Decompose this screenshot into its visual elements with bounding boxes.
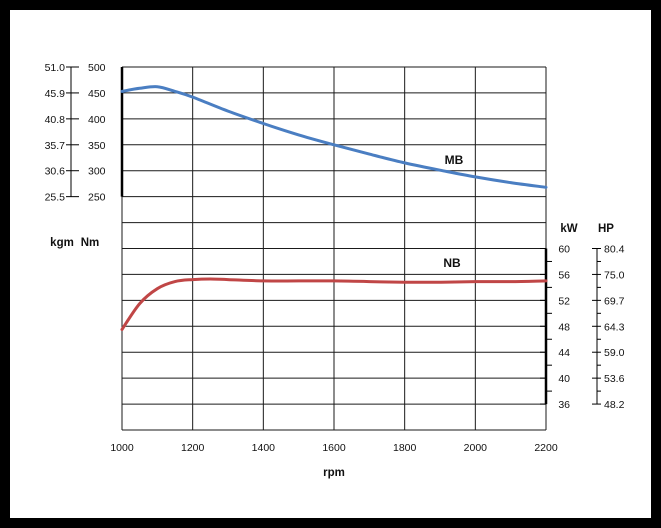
x-tick-label: 2200 [534, 442, 558, 454]
hp-tick-label: 48.2 [604, 399, 625, 411]
series-line-nb [120, 277, 548, 331]
kgm-unit-label: kgm [50, 237, 74, 249]
series-line-mb [120, 85, 548, 189]
x-tick-label: 1600 [322, 442, 346, 454]
kw-tick-label: 44 [558, 347, 570, 359]
kgm-tick-label: 40.8 [45, 114, 66, 126]
series-label-nb: NB [443, 256, 461, 270]
kgm-tick-label: 51.0 [45, 62, 66, 74]
x-tick-label: 1800 [393, 442, 417, 454]
hp-tick-label: 80.4 [604, 244, 625, 256]
kw-unit-label: kW [560, 223, 577, 235]
series [120, 85, 548, 331]
kgm-tick-label: 35.7 [45, 140, 66, 152]
hp-tick-label: 59.0 [604, 347, 625, 359]
kw-tick-label: 56 [558, 269, 570, 281]
hp-tick-label: 75.0 [604, 269, 625, 281]
nm-tick-label: 350 [88, 140, 106, 152]
torque-power-chart: 1000 1200 1400 1600 1800 2000 2200 500 51.0 450 45… [45, 62, 625, 479]
x-tick-label: 2000 [464, 442, 488, 454]
kgm-tick-label: 45.9 [45, 88, 66, 100]
kw-tick-label: 40 [558, 373, 570, 385]
kw-tick-label: 60 [558, 244, 570, 256]
kgm-tick-label: 25.5 [45, 192, 66, 204]
hp-tick-label: 64.3 [604, 321, 625, 333]
kw-tick-label: 52 [558, 295, 570, 307]
hp-tick-label: 53.6 [604, 373, 625, 385]
nm-tick-label: 500 [88, 62, 106, 74]
chart-panel: 1000 1200 1400 1600 1800 2000 2200 500 51.0 450 45… [10, 10, 651, 518]
nm-tick-label: 450 [88, 88, 106, 100]
nm-tick-label: 300 [88, 166, 106, 178]
hp-unit-label: HP [598, 223, 614, 235]
grid [121, 66, 547, 431]
kw-tick-label: 48 [558, 321, 570, 333]
nm-tick-label: 400 [88, 114, 106, 126]
x-tick-label: 1200 [181, 442, 205, 454]
series-label-mb: MB [445, 153, 464, 167]
kgm-tick-label: 30.6 [45, 166, 66, 178]
x-tick-label: 1400 [252, 442, 276, 454]
kw-tick-label: 36 [558, 399, 570, 411]
axes: 1000 1200 1400 1600 1800 2000 2200 500 51.0 450 45… [45, 62, 625, 454]
hp-tick-label: 69.7 [604, 295, 625, 307]
nm-unit-label: Nm [81, 237, 100, 249]
nm-tick-label: 250 [88, 192, 106, 204]
x-axis-title: rpm [323, 467, 345, 479]
x-tick-label: 1000 [110, 442, 134, 454]
